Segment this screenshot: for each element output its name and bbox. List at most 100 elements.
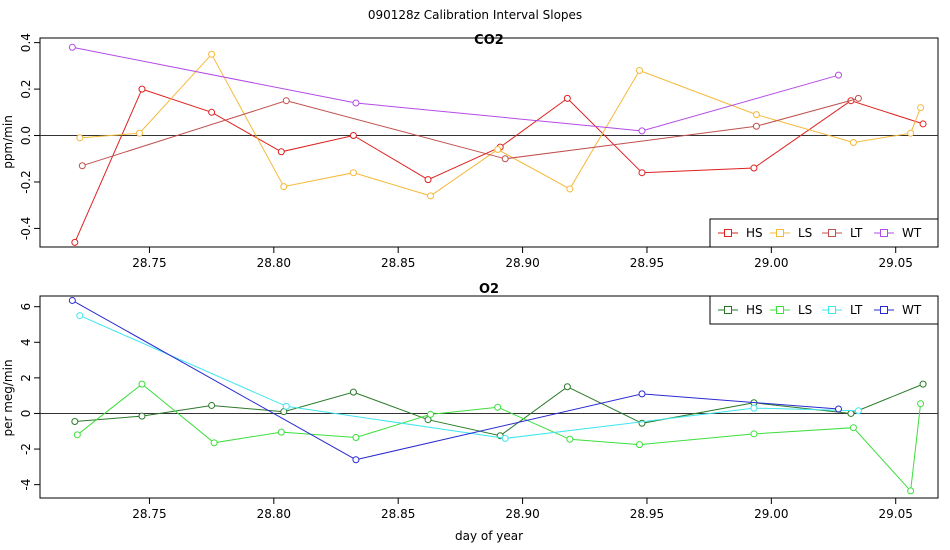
o2-point-ls [907,487,915,495]
o2-point-hs [563,383,571,391]
co2-point-hs [277,148,285,156]
co2-legend-box [709,218,939,248]
o2-y-tick-label: 2 [19,374,33,382]
co2-x-tick-label: 29.05 [879,256,913,270]
o2-point-hs [919,380,927,388]
o2-point-wt [638,390,646,398]
co2-point-hs [349,132,357,140]
o2-point-ls [138,380,146,388]
co2-series-line-wt [72,46,839,132]
co2-point-hs [424,176,432,184]
o2-x-axis-label: day of year [455,529,523,543]
co2-legend-label-hs: HS [746,226,763,240]
co2-legend-marker-ls [776,229,784,237]
o2-series [68,296,927,495]
co2-y-tick-label: -0.4 [19,217,33,240]
co2-point-wt [352,99,360,107]
co2-series-line-hs [74,88,924,243]
co2-legend-marker-lt [828,229,836,237]
co2-point-lt [501,155,509,163]
co2-point-wt [68,43,76,51]
o2-x-tick-label: 29.05 [879,507,913,521]
co2-point-ls [427,192,435,200]
o2-point-ls [427,410,435,418]
co2-point-lt [752,122,760,130]
co2-x-tick-label: 28.85 [381,256,415,270]
co2-point-ls [849,139,857,146]
o2-panel-title: O2 [479,282,499,297]
co2-x-ticks: 28.75 28.80 28.85 28.90 28.95 29.00 29.05 [132,247,913,270]
o2-point-wt [352,456,360,464]
co2-point-hs [563,94,571,102]
co2-y-tick-label: 0.4 [19,33,33,52]
co2-point-hs [750,164,758,172]
o2-point-wt [834,405,842,413]
o2-point-lt [76,312,84,320]
o2-x-tick-label: 29.00 [754,507,788,521]
o2-point-lt [501,434,509,442]
o2-y-tick-label: -4 [19,479,33,491]
co2-point-ls [349,169,357,177]
o2-point-ls [73,431,81,439]
o2-point-ls [566,435,574,443]
o2-point-ls [494,403,502,411]
co2-y-tick-label: 0.0 [19,126,33,145]
o2-point-ls [210,439,218,447]
co2-x-tick-label: 28.80 [257,256,291,270]
co2-point-ls [635,67,643,75]
co2-series-line-ls [79,53,922,197]
o2-point-lt [854,407,862,415]
co2-x-tick-label: 28.90 [505,256,539,270]
co2-legend-label-ls: LS [798,226,812,240]
figure-title: 090128z Calibration Interval Slopes [368,8,582,22]
co2-point-ls [907,129,915,137]
co2-y-axis-label: ppm/min [1,115,15,169]
o2-legend-label-ls: LS [798,303,812,317]
co2-point-hs [638,169,646,177]
o2-point-hs [208,401,216,409]
co2-panel: CO2 ppm/min -0.4 -0.2 0.0 0.2 0.4 28.75 28.80… [1,33,939,270]
co2-point-ls [136,129,144,137]
o2-y-axis-label: per meg/min [1,359,15,436]
co2-series [68,43,927,246]
o2-point-hs [349,388,357,396]
co2-legend-marker-hs [724,229,732,237]
o2-legend-label-wt: WT [902,303,922,317]
o2-point-lt [282,402,290,410]
co2-x-tick-label: 29.00 [754,256,788,270]
co2-y-ticks: -0.4 -0.2 0.0 0.2 0.4 [19,33,40,240]
co2-point-hs [71,238,79,246]
o2-legend-label-hs: HS [746,303,763,317]
o2-point-ls [849,424,857,432]
o2-plot-frame [39,295,939,499]
o2-legend: HS LS LT WT [709,295,939,325]
co2-point-ls [566,185,574,193]
co2-y-tick-label: -0.2 [19,170,33,193]
o2-x-tick-label: 28.95 [630,507,664,521]
co2-legend-label-lt: LT [850,226,863,240]
o2-point-hs [71,417,79,425]
o2-series-line-lt [79,315,859,439]
co2-point-hs [208,108,216,116]
o2-x-tick-label: 28.85 [381,507,415,521]
o2-x-tick-label: 28.80 [257,507,291,521]
o2-point-lt [750,404,758,412]
co2-point-ls [917,104,925,112]
o2-x-tick-label: 28.75 [132,507,166,521]
o2-x-ticks: 28.75 28.80 28.85 28.90 28.95 29.00 29.05 [132,498,913,521]
o2-point-hs [847,409,855,417]
o2-y-ticks: -4 -2 0 2 4 6 [19,303,40,491]
o2-legend-label-lt: LT [850,303,863,317]
o2-legend-marker-ls [776,306,784,314]
co2-point-lt [854,94,862,102]
co2-legend-marker-wt [880,229,888,237]
o2-series-line-hs [74,383,924,437]
co2-y-tick-label: 0.2 [19,80,33,99]
o2-point-ls [352,433,360,441]
co2-point-hs [138,85,146,93]
o2-x-tick-label: 28.90 [505,507,539,521]
co2-x-tick-label: 28.95 [630,256,664,270]
co2-point-wt [834,71,842,79]
co2-point-lt [78,162,86,170]
